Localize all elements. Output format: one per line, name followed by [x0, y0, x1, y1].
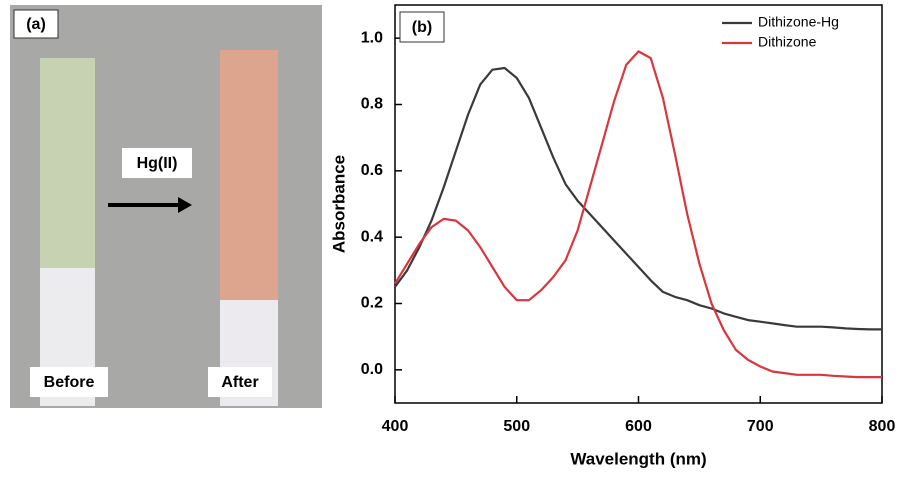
- x-tick-label: 700: [747, 418, 774, 435]
- series-line: [394, 66, 882, 331]
- y-tick-label: 0.2: [361, 295, 383, 312]
- y-tick-label: 0.4: [361, 228, 383, 245]
- legend-label: Dithizone-Hg: [758, 14, 839, 30]
- legend-label: Dithizone: [758, 34, 817, 50]
- y-tick-label: 0.8: [361, 96, 383, 113]
- chart: 400 500 600 700 800 0.0 0.2 0.4 0.6 0.8 1.0 Wavelen…: [329, 4, 896, 468]
- y-tick-label: 1.0: [361, 29, 383, 46]
- y-tick-label: 0.6: [361, 162, 383, 179]
- x-axis-label: Wavelength (nm): [570, 449, 706, 468]
- arrow-head: [178, 197, 192, 213]
- label-box: [30, 367, 108, 397]
- series-line: [394, 50, 882, 379]
- panel-label: (a): [26, 16, 46, 33]
- strip-after-color: [220, 50, 278, 300]
- label-box: [13, 9, 59, 39]
- y-axis-label: Absorbance: [329, 155, 348, 253]
- strip-before-color: [40, 58, 95, 268]
- plot-frame: [394, 4, 883, 404]
- y-tick-label: 0.0: [361, 361, 383, 378]
- after-label: After: [221, 374, 258, 391]
- chart-title: (b): [412, 19, 432, 36]
- x-tick-label: 800: [869, 418, 896, 435]
- label-box: [208, 367, 272, 397]
- x-tick-label: 400: [382, 418, 409, 435]
- arrow-label: Hg(II): [137, 155, 178, 172]
- x-tick-label: 500: [503, 418, 530, 435]
- photo-panel: (a) Hg(II) Before After: [10, 5, 322, 408]
- x-tick-label: 600: [625, 418, 652, 435]
- label-box: [399, 11, 445, 43]
- before-label: Before: [44, 374, 95, 391]
- label-box: [122, 148, 192, 178]
